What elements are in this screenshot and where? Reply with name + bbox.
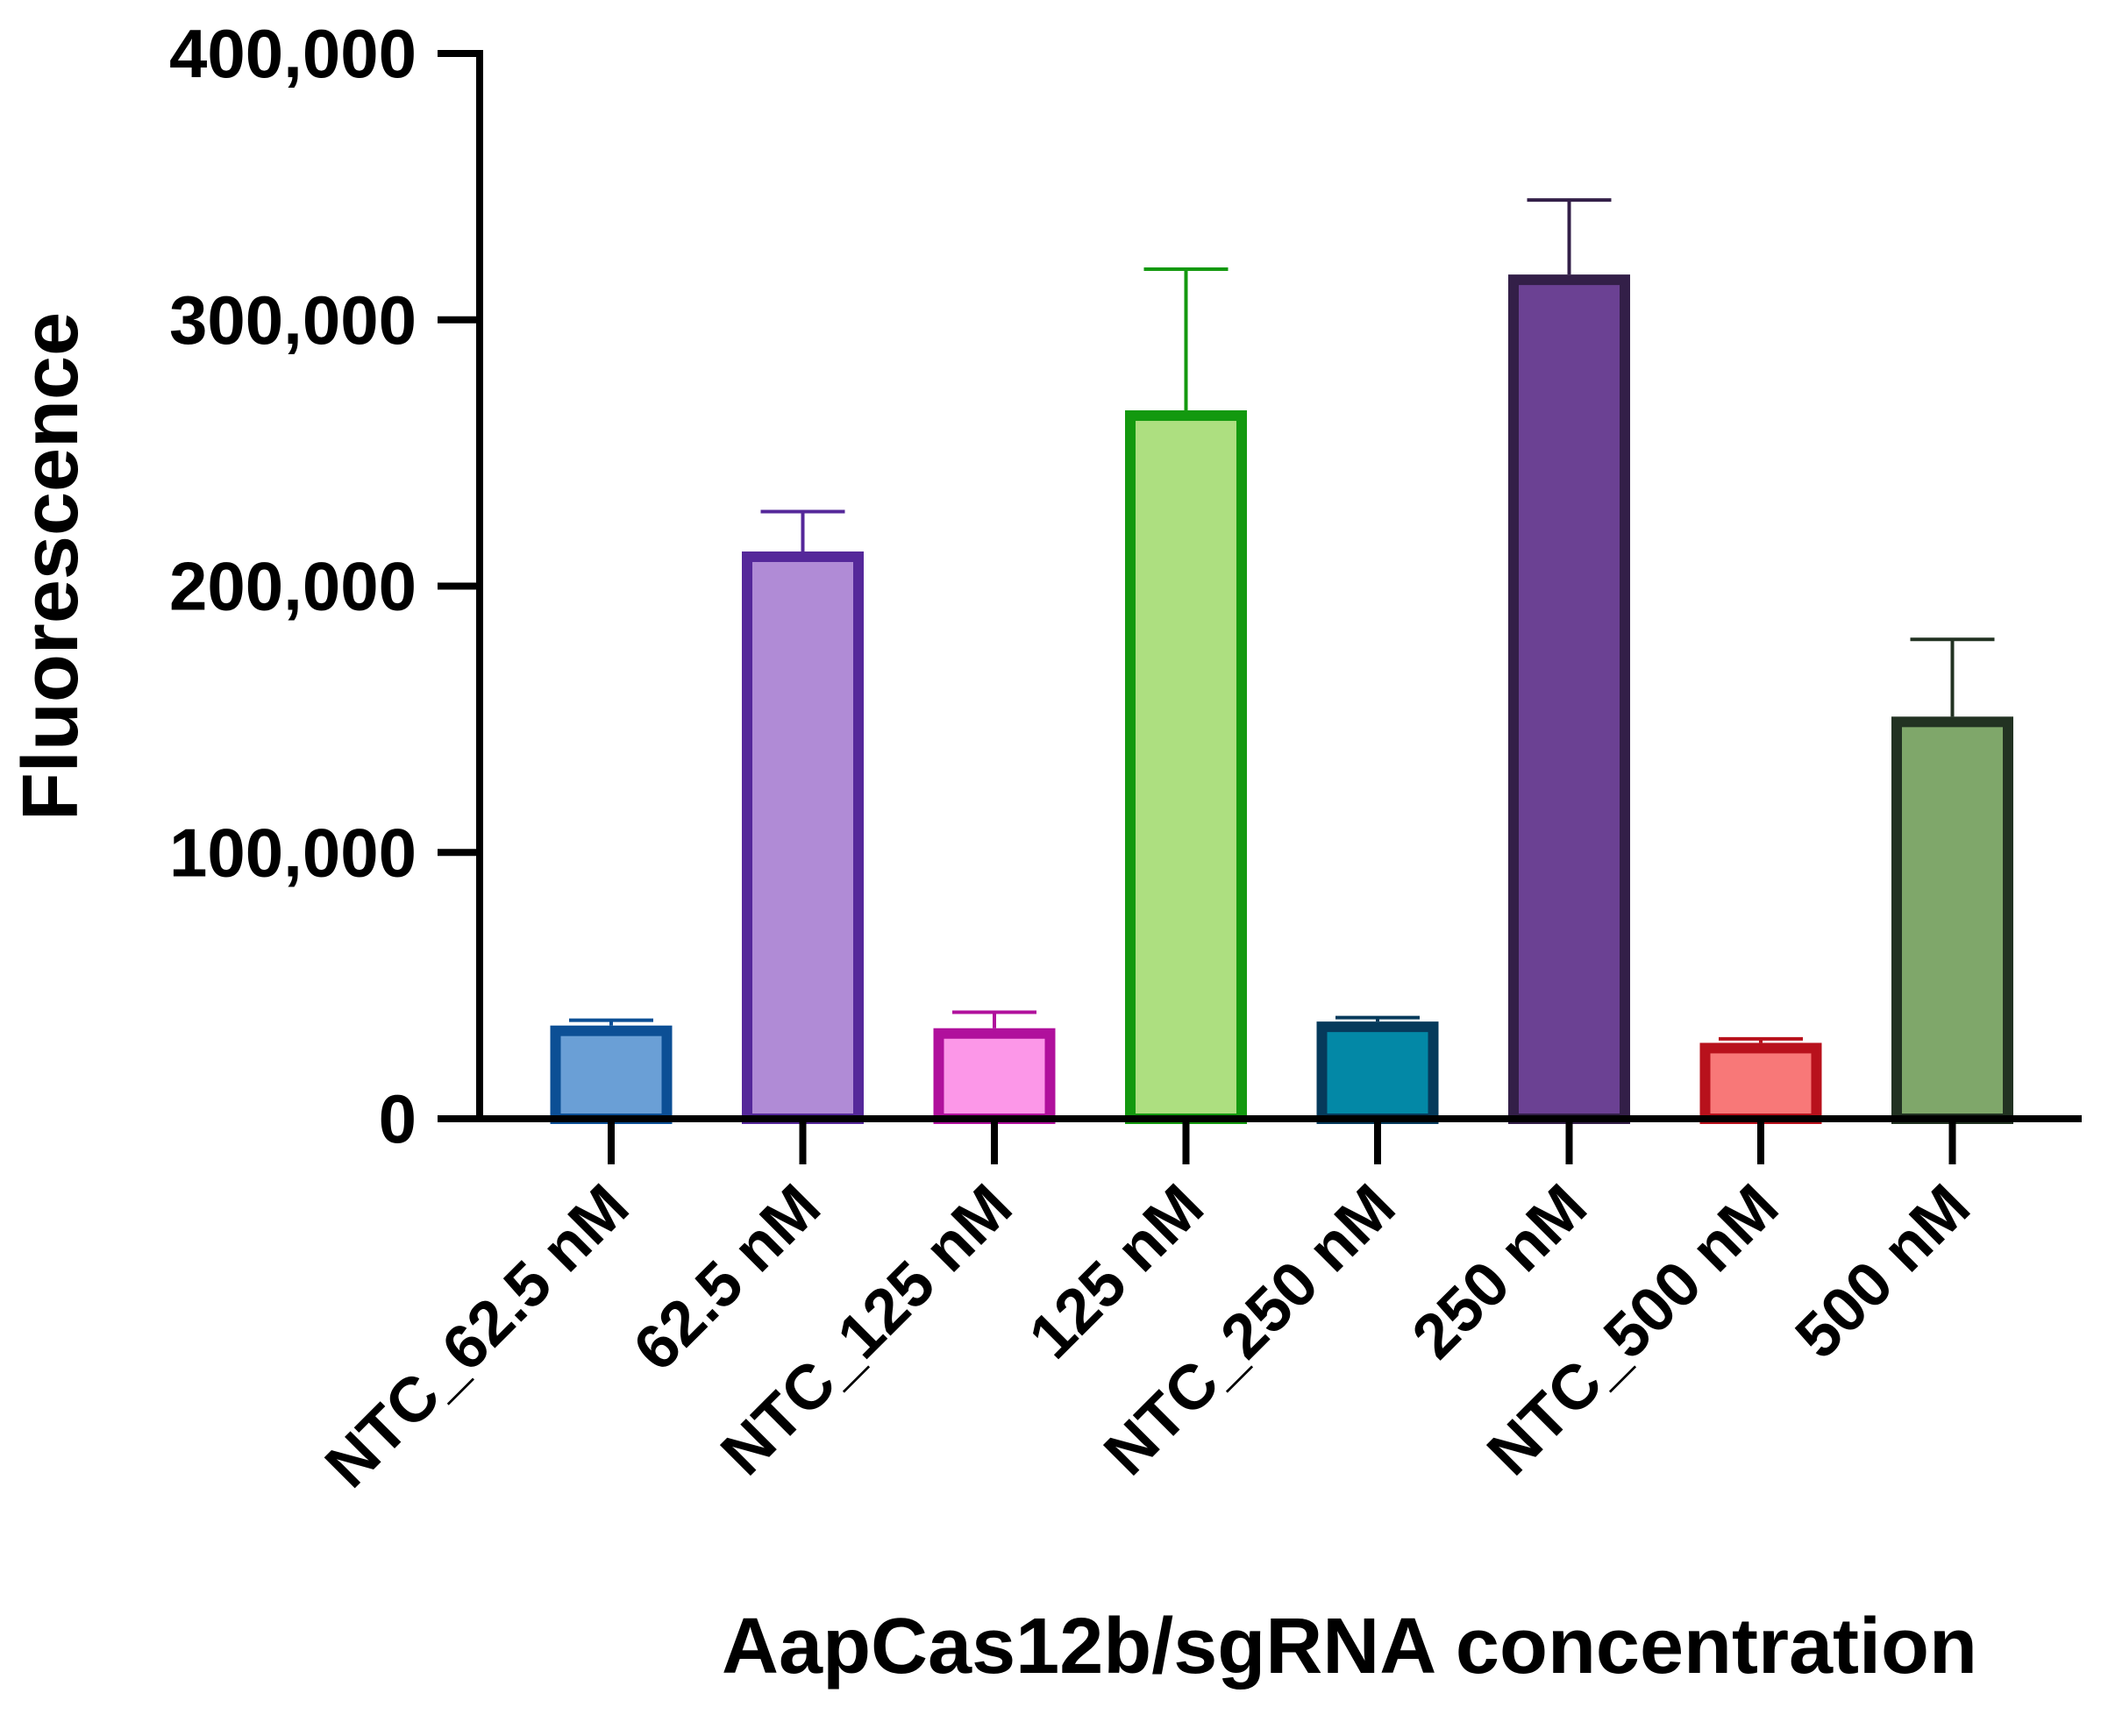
- y-tick-label: 100,000: [169, 814, 417, 891]
- bar: [1891, 716, 2013, 1125]
- bar: [550, 1025, 673, 1124]
- y-axis-title: Fluorescence: [7, 312, 95, 821]
- y-ticks-group: 0 100,000 200,000 300,000 400,000: [169, 15, 480, 1157]
- x-axis-title: AapCas12b/sgRNA concentration: [722, 1603, 1977, 1690]
- bar: [1316, 1021, 1439, 1124]
- y-tick-label: 400,000: [169, 15, 417, 92]
- y-tick-label: 300,000: [169, 281, 417, 359]
- x-category-label: 125 nM: [1016, 1171, 1217, 1372]
- bar: [933, 1028, 1056, 1124]
- bar: [1125, 410, 1247, 1124]
- y-tick-label: 200,000: [169, 548, 417, 625]
- x-category-label: 500 nM: [1783, 1171, 1983, 1372]
- bar: [742, 551, 864, 1124]
- y-tick-label: 0: [379, 1080, 417, 1157]
- error-bars-group: [569, 198, 1995, 1043]
- x-category-label: 250 nM: [1399, 1171, 1600, 1372]
- bar: [1508, 274, 1630, 1124]
- x-category-label: NTC_62.5 nM: [312, 1171, 642, 1501]
- bar: [1699, 1042, 1822, 1125]
- bars-group: [550, 274, 2013, 1125]
